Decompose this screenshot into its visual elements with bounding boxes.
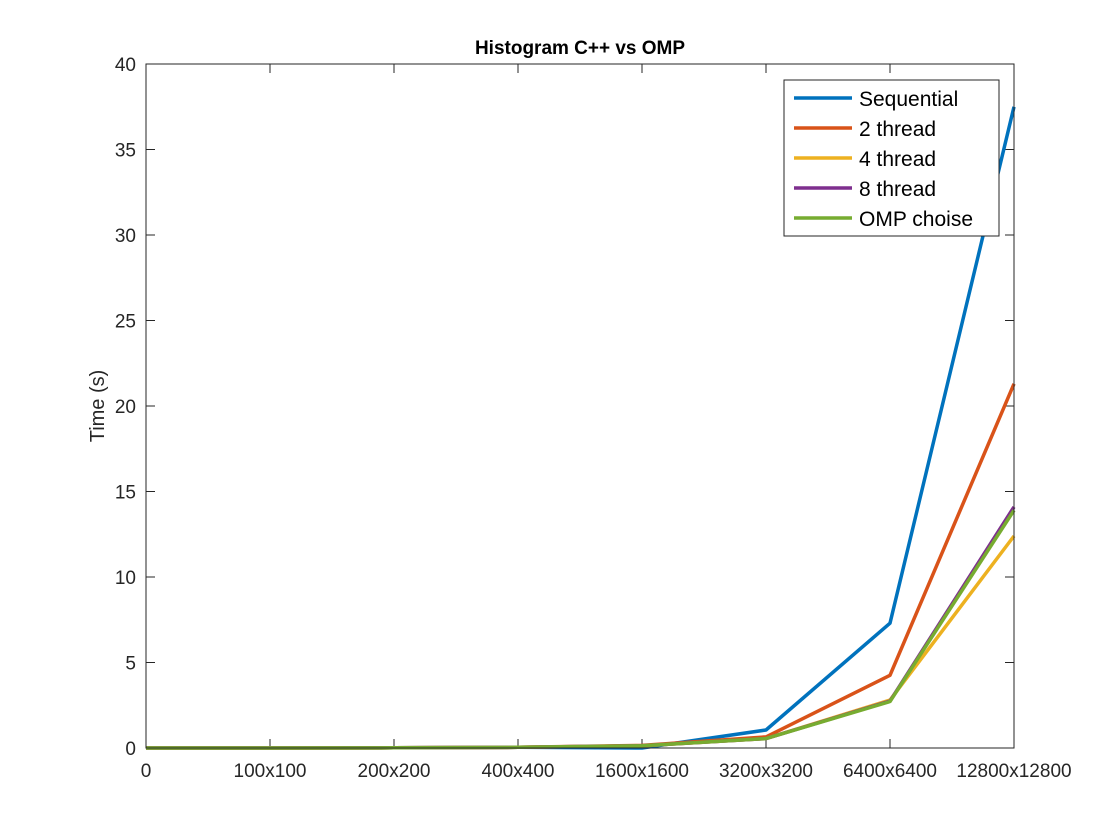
x-tick-label: 1600x1600 bbox=[595, 761, 689, 782]
y-tick-labels: 0 5 10 15 20 25 30 35 40 bbox=[115, 55, 136, 760]
x-tick-label: 0 bbox=[141, 761, 152, 782]
chart-title: Histogram C++ vs OMP bbox=[475, 38, 685, 59]
x-tick-label: 12800x12800 bbox=[956, 761, 1071, 782]
x-tick-label: 6400x6400 bbox=[843, 761, 937, 782]
y-tick-label: 35 bbox=[115, 141, 136, 162]
legend-label: OMP choise bbox=[859, 208, 973, 231]
x-tick-label: 400x400 bbox=[482, 761, 555, 782]
x-tick-label: 3200x3200 bbox=[719, 761, 813, 782]
x-tick-label: 200x200 bbox=[358, 761, 431, 782]
legend: Sequential 2 thread 4 thread 8 thread OMP ch… bbox=[783, 79, 1000, 237]
y-tick-label: 20 bbox=[115, 397, 136, 418]
legend-label: 2 thread bbox=[859, 118, 936, 141]
y-tick-label: 40 bbox=[115, 55, 136, 76]
y-tick-label: 25 bbox=[115, 312, 136, 333]
y-tick-label: 5 bbox=[125, 654, 136, 675]
y-tick-label: 10 bbox=[115, 568, 136, 589]
y-tick-label: 0 bbox=[125, 739, 136, 760]
legend-label: 4 thread bbox=[859, 148, 936, 171]
x-tick-labels: 0 100x100 200x200 400x400 1600x1600 3200x3200… bbox=[141, 761, 1072, 782]
x-tick-label: 100x100 bbox=[234, 761, 307, 782]
y-tick-label: 15 bbox=[115, 483, 136, 504]
y-tick-label: 30 bbox=[115, 226, 136, 247]
y-axis-label: Time (s) bbox=[87, 370, 109, 443]
legend-label: Sequential bbox=[859, 88, 958, 111]
legend-label: 8 thread bbox=[859, 178, 936, 201]
plot-frame bbox=[145, 63, 1015, 749]
